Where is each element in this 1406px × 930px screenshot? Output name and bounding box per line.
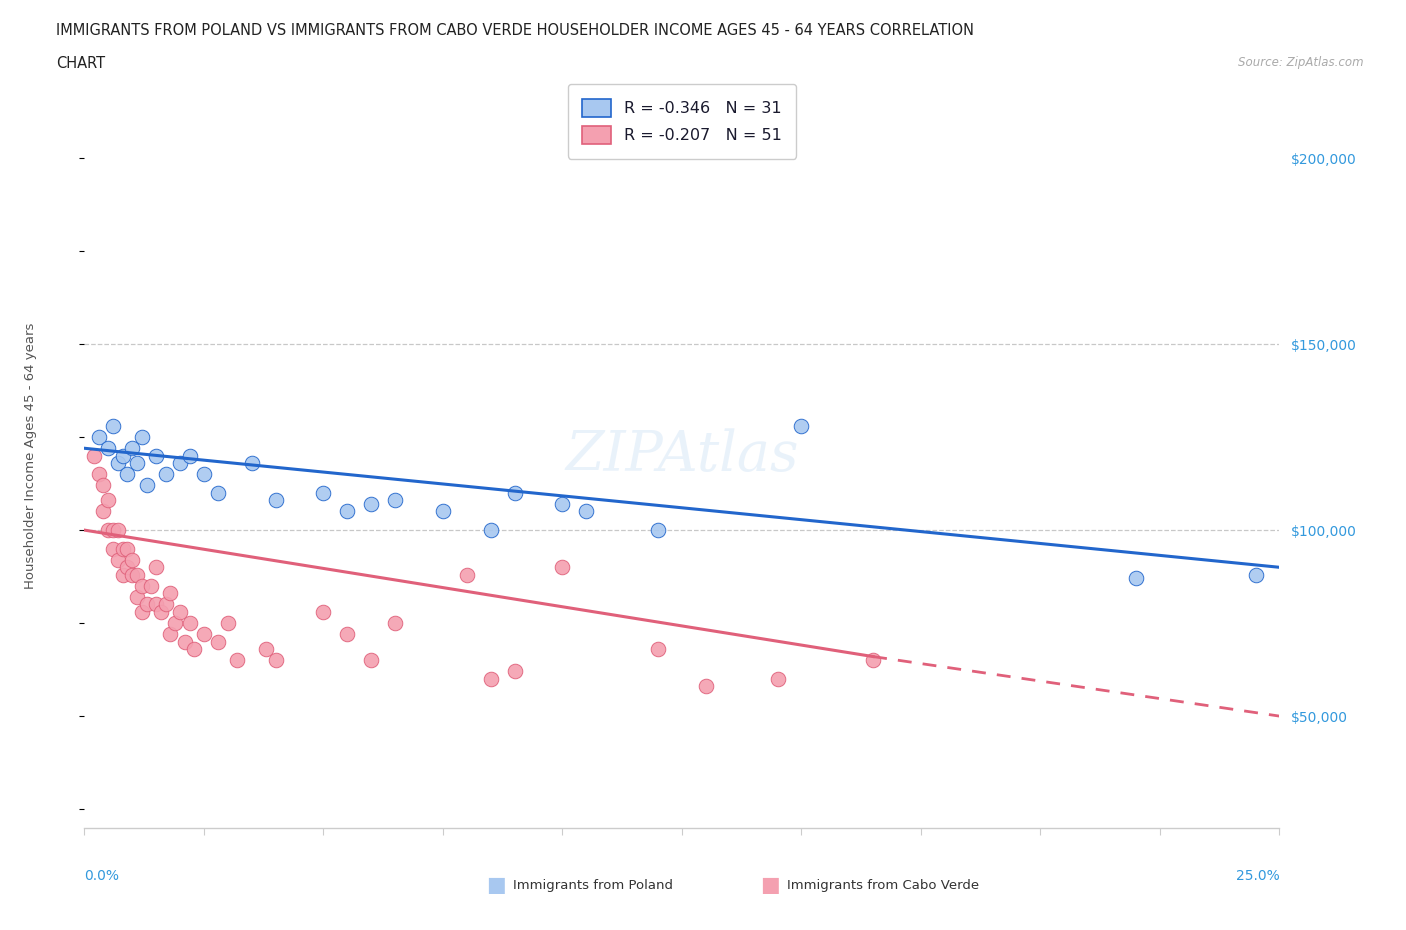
Point [135,478,157,493]
Point [131,578,153,593]
Point [145,448,167,463]
Point [159,627,181,642]
Point [1125,571,1147,586]
Point [1244,567,1267,582]
Point [336,627,359,642]
Legend: R = -0.346   N = 31, R = -0.207   N = 51: R = -0.346 N = 31, R = -0.207 N = 51 [568,85,796,159]
Point [695,679,717,694]
Point [131,430,153,445]
Point [384,493,406,508]
Text: ■: ■ [761,875,780,896]
Point [83,448,105,463]
Text: IMMIGRANTS FROM POLAND VS IMMIGRANTS FROM CABO VERDE HOUSEHOLDER INCOME AGES 45 : IMMIGRANTS FROM POLAND VS IMMIGRANTS FRO… [56,23,974,38]
Point [111,541,134,556]
Point [193,467,215,482]
Point [479,671,502,686]
Point [790,418,813,433]
Point [107,552,129,567]
Point [169,456,191,471]
Point [121,441,143,456]
Point [87,430,110,445]
Text: Source: ZipAtlas.com: Source: ZipAtlas.com [1239,56,1364,69]
Point [217,616,239,631]
Point [141,578,163,593]
Text: ZIPAtlas: ZIPAtlas [565,429,799,483]
Point [647,523,669,538]
Point [117,560,139,575]
Point [165,616,187,631]
Point [360,497,382,512]
Point [101,418,124,433]
Point [207,634,229,649]
Point [125,456,148,471]
Point [551,560,574,575]
Point [149,604,172,619]
Text: Immigrants from Poland: Immigrants from Poland [513,879,673,892]
Point [432,504,454,519]
Point [479,523,502,538]
Point [111,448,134,463]
Text: Householder Income Ages 45 - 64 years: Householder Income Ages 45 - 64 years [24,323,37,589]
Point [336,504,359,519]
Point [121,567,143,582]
Point [93,478,115,493]
Text: Immigrants from Cabo Verde: Immigrants from Cabo Verde [787,879,980,892]
Point [135,597,157,612]
Text: 0.0%: 0.0% [84,869,120,883]
Point [107,523,129,538]
Point [183,642,205,657]
Point [131,604,153,619]
Point [862,653,884,668]
Point [101,523,124,538]
Point [647,642,669,657]
Point [97,441,120,456]
Point [766,671,789,686]
Point [97,523,120,538]
Text: ■: ■ [486,875,506,896]
Point [456,567,478,582]
Point [145,597,167,612]
Point [101,541,124,556]
Point [360,653,382,668]
Point [111,567,134,582]
Point [254,642,277,657]
Point [264,493,287,508]
Point [179,448,201,463]
Point [575,504,598,519]
Point [173,634,195,649]
Point [264,653,287,668]
Point [155,597,177,612]
Point [240,456,263,471]
Point [551,497,574,512]
Point [169,604,191,619]
Point [179,616,201,631]
Point [125,590,148,604]
Point [193,627,215,642]
Point [312,485,335,500]
Point [226,653,249,668]
Point [503,485,526,500]
Text: 25.0%: 25.0% [1236,869,1279,883]
Text: CHART: CHART [56,56,105,71]
Point [503,664,526,679]
Point [97,493,120,508]
Point [117,467,139,482]
Point [121,552,143,567]
Point [107,456,129,471]
Point [312,604,335,619]
Point [93,504,115,519]
Point [145,560,167,575]
Point [117,541,139,556]
Point [207,485,229,500]
Point [384,616,406,631]
Point [159,586,181,601]
Point [155,467,177,482]
Point [125,567,148,582]
Point [87,467,110,482]
